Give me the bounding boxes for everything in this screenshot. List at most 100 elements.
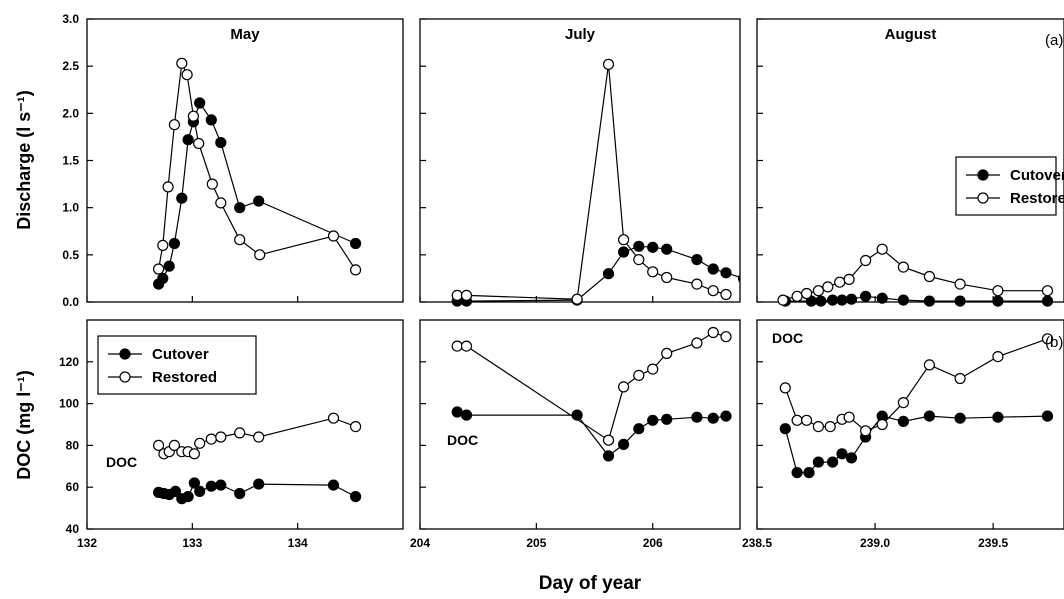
point-restored xyxy=(791,414,803,426)
point-cutover xyxy=(602,450,615,462)
point-cutover xyxy=(661,243,673,255)
point-restored xyxy=(1041,285,1054,297)
point-restored xyxy=(824,421,836,433)
point-cutover xyxy=(617,438,630,450)
point-cutover xyxy=(923,410,936,422)
point-restored xyxy=(707,326,719,339)
point-restored xyxy=(153,263,165,275)
y-tick-label: 100 xyxy=(59,397,79,411)
point-cutover xyxy=(720,410,732,422)
point-restored xyxy=(168,119,180,131)
legend-doc: Cutover Restored xyxy=(97,335,257,395)
series-line-restored xyxy=(457,64,727,300)
point-restored xyxy=(923,270,936,283)
point-cutover xyxy=(845,293,858,305)
point-restored xyxy=(834,276,846,288)
point-restored xyxy=(168,439,180,451)
point-restored xyxy=(571,293,583,305)
panel-tag-a: (a) xyxy=(1045,32,1063,49)
series-line-restored xyxy=(457,331,727,442)
doc-annotation: DOC xyxy=(106,454,137,470)
legend-box xyxy=(955,156,1057,216)
point-cutover xyxy=(707,263,719,275)
point-cutover xyxy=(633,240,645,252)
point-cutover xyxy=(571,409,583,421)
legend-marker-restored xyxy=(119,371,131,383)
point-restored xyxy=(194,437,206,449)
point-cutover xyxy=(350,237,362,250)
legend-box xyxy=(97,335,257,395)
point-cutover xyxy=(163,260,175,272)
point-cutover xyxy=(205,480,217,492)
point-cutover xyxy=(812,456,825,468)
point-restored xyxy=(617,381,630,393)
point-cutover xyxy=(205,114,217,126)
point-cutover xyxy=(176,192,188,204)
point-cutover xyxy=(194,485,206,497)
point-restored xyxy=(992,351,1004,363)
point-restored xyxy=(234,427,246,439)
point-cutover xyxy=(845,452,858,464)
point-cutover xyxy=(954,412,966,424)
point-restored xyxy=(897,261,910,273)
y-tick-label: 60 xyxy=(66,480,80,494)
point-restored xyxy=(812,421,825,433)
point-restored xyxy=(791,290,803,302)
point-restored xyxy=(254,249,266,261)
point-cutover xyxy=(826,294,839,306)
legend-discharge: Cutover Restored xyxy=(955,156,1064,216)
point-cutover xyxy=(836,448,848,460)
point-restored xyxy=(193,137,205,150)
point-restored xyxy=(800,287,813,300)
point-restored xyxy=(215,431,227,443)
point-restored xyxy=(215,197,227,209)
panel-may-doc: 40 60 80 100 120 132 133 134 xyxy=(59,319,404,550)
point-cutover xyxy=(602,268,615,280)
point-restored xyxy=(992,285,1004,297)
point-cutover xyxy=(168,237,180,250)
point-cutover xyxy=(215,479,227,491)
point-restored xyxy=(812,285,825,297)
point-cutover xyxy=(691,411,703,423)
point-cutover xyxy=(859,290,872,302)
point-restored xyxy=(205,433,217,445)
panel-title-may: May xyxy=(230,26,260,43)
point-restored xyxy=(876,418,888,431)
point-cutover xyxy=(182,134,194,146)
point-cutover xyxy=(803,467,815,479)
point-restored xyxy=(661,347,673,359)
legend-marker-cutover xyxy=(977,169,989,181)
point-restored xyxy=(647,266,659,278)
legend-label-restored: Restored xyxy=(152,369,217,386)
point-restored xyxy=(923,359,936,371)
point-cutover xyxy=(876,292,888,304)
panel-title-july: July xyxy=(565,26,596,43)
point-restored xyxy=(691,278,703,290)
panel-frame xyxy=(86,18,404,303)
point-cutover xyxy=(253,478,265,490)
point-cutover xyxy=(157,272,169,284)
y-tick-label: 0.5 xyxy=(62,248,79,262)
point-restored xyxy=(451,289,463,301)
point-cutover xyxy=(253,195,265,207)
point-restored xyxy=(188,448,200,460)
point-cutover xyxy=(815,295,827,307)
y-tick-label: 2.5 xyxy=(62,59,79,73)
series-line-cutover xyxy=(457,245,740,302)
point-restored xyxy=(602,434,615,446)
point-cutover xyxy=(779,423,791,435)
point-cutover xyxy=(1041,410,1054,422)
point-cutover xyxy=(451,406,463,418)
point-restored xyxy=(720,288,732,301)
panel-frame xyxy=(756,319,1064,530)
point-restored xyxy=(633,254,645,266)
point-restored xyxy=(720,331,732,343)
point-restored xyxy=(181,69,193,81)
series-line-restored xyxy=(158,61,357,271)
point-restored xyxy=(800,414,813,426)
point-restored xyxy=(954,278,966,290)
point-restored xyxy=(460,289,473,301)
y-tick-label: 40 xyxy=(66,522,80,536)
doc-annotation: DOC xyxy=(772,330,803,346)
point-cutover xyxy=(992,295,1004,307)
